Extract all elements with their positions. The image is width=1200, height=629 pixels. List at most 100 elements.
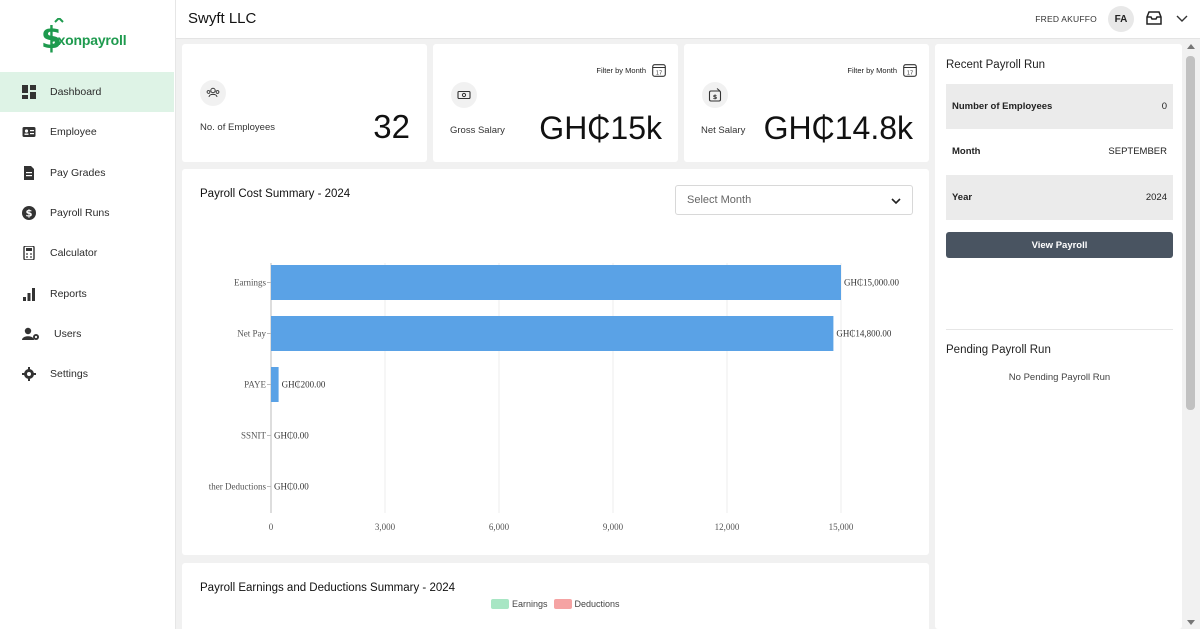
earnings-deductions-summary-card: Payroll Earnings and Deductions Summary …: [182, 563, 929, 629]
earnings-deductions-title: Payroll Earnings and Deductions Summary …: [200, 582, 456, 594]
brand-name: axonpayroll: [50, 32, 127, 48]
bar: [271, 316, 834, 351]
money-icon: [451, 82, 477, 108]
company-name: Swyft LLC: [188, 10, 257, 27]
gross-salary-value: GH₵15k: [539, 110, 662, 146]
right-panel: Recent Payroll Run Number of Employees 0…: [935, 44, 1182, 629]
select-month-placeholder: Select Month: [687, 194, 752, 206]
calendar-icon: 17: [903, 64, 917, 77]
employees-label: No. of Employees: [200, 122, 275, 133]
payroll-cost-summary-card: Payroll Cost Summary - 2024 Select Month…: [182, 169, 929, 555]
sidebar-item-reports[interactable]: Reports: [0, 273, 174, 313]
net-filter-by-month[interactable]: Filter by Month 17: [847, 63, 917, 77]
legend-swatch-earnings: [491, 599, 509, 609]
data-label: GH₵0.00: [274, 482, 309, 492]
top-header: Swyft LLC FRED AKUFFO FA: [176, 0, 1200, 39]
y-tick-label: PAYE: [244, 380, 266, 390]
sidebar-item-pay-grades[interactable]: Pay Grades: [0, 153, 174, 193]
x-tick-label: 12,000: [715, 522, 740, 532]
dashboard-icon: [22, 85, 36, 100]
filter-label: Filter by Month: [596, 65, 646, 75]
id-card-icon: [22, 125, 36, 139]
net-salary-label: Net Salary: [701, 125, 746, 136]
x-tick-label: 6,000: [489, 522, 510, 532]
recent-payroll-run-title: Recent Payroll Run: [946, 59, 1046, 71]
gross-filter-by-month[interactable]: Filter by Month 17: [596, 63, 666, 77]
sidebar-item-calculator[interactable]: Calculator: [0, 233, 174, 273]
legend-item-deductions[interactable]: Deductions: [553, 599, 620, 609]
legend-label-earnings: Earnings: [512, 599, 548, 609]
chevron-down-icon[interactable]: [1176, 12, 1188, 24]
sidebar-item-label: Users: [54, 327, 82, 340]
gross-salary-card: Filter by Month 17 Gross Salary GH₵15k: [433, 44, 678, 162]
svg-text:$: $: [41, 21, 62, 56]
scroll-up-arrow-icon[interactable]: [1187, 44, 1195, 49]
chart-title: Payroll Cost Summary - 2024: [200, 188, 351, 200]
avatar[interactable]: FA: [1108, 6, 1134, 32]
svg-text:$: $: [26, 209, 33, 220]
bar: [271, 265, 841, 300]
legend-item-earnings[interactable]: Earnings: [491, 599, 548, 609]
payroll-cost-bar-chart: 0 3,000 6,000 9,000 12,000 15,000 Earnings GH₵1…: [209, 263, 900, 532]
pending-empty-message: No Pending Payroll Run: [1008, 372, 1111, 383]
employees-card: No. of Employees 32: [182, 44, 427, 162]
net-salary-value: GH₵14.8k: [763, 110, 913, 146]
recent-run-row-month: Month SEPTEMBER: [946, 129, 1173, 174]
employees-value: 32: [373, 108, 410, 145]
bar: [271, 367, 279, 402]
inbox-icon[interactable]: [1146, 11, 1162, 25]
view-payroll-button[interactable]: View Payroll: [946, 232, 1173, 258]
pending-payroll-run-title: Pending Payroll Run: [946, 344, 1051, 356]
user-name: FRED AKUFFO: [1035, 14, 1097, 24]
sidebar-item-label: Dashboard: [50, 86, 102, 99]
row-key: Year: [952, 192, 973, 203]
scroll-down-arrow-icon[interactable]: [1187, 620, 1195, 625]
data-label: GH₵200.00: [282, 380, 326, 390]
x-tick-label: 0: [269, 522, 274, 532]
legend-swatch-deductions: [553, 599, 572, 609]
y-tick-label: Net Pay: [237, 329, 266, 339]
svg-text:17: 17: [656, 70, 662, 76]
recent-run-row-year: Year 2024: [946, 175, 1173, 220]
sidebar-item-employee[interactable]: Employee: [0, 112, 174, 152]
dollar-icon: $: [22, 206, 36, 221]
net-salary-card: Filter by Month 17 $ Net Salary GH₵14.8k: [684, 44, 929, 162]
wallet-icon: $: [702, 82, 728, 108]
sidebar-item-dashboard[interactable]: Dashboard: [0, 72, 174, 113]
row-value: 2024: [1145, 192, 1167, 203]
sidebar-item-label: Payroll Runs: [50, 207, 110, 220]
data-label: GH₵15,000.00: [844, 278, 900, 288]
sidebar-item-label: Settings: [50, 368, 88, 381]
sidebar-item-label: Reports: [50, 287, 87, 300]
users-icon: [200, 80, 226, 106]
gear-icon: [22, 367, 36, 382]
row-value: SEPTEMBER: [1108, 146, 1167, 157]
sidebar: $ axonpayroll Dashboard Employee Pay Gra…: [0, 0, 176, 629]
svg-text:17: 17: [907, 70, 913, 76]
gross-salary-label: Gross Salary: [450, 125, 505, 136]
calculator-icon: [22, 246, 36, 261]
bar-chart-icon: [22, 287, 36, 301]
page-scrollbar[interactable]: [1183, 40, 1200, 629]
sidebar-item-label: Pay Grades: [50, 166, 106, 179]
divider: [946, 329, 1173, 330]
data-label: GH₵0.00: [274, 431, 309, 441]
users-gear-icon: [22, 327, 40, 341]
document-icon: [22, 165, 36, 180]
svg-text:$: $: [713, 93, 718, 101]
scroll-thumb[interactable]: [1186, 56, 1195, 410]
chart-legend: Earnings Deductions: [491, 599, 626, 609]
x-tick-label: 15,000: [829, 522, 854, 532]
brand-logo[interactable]: $ axonpayroll: [38, 18, 138, 60]
sidebar-nav: Dashboard Employee Pay Grades $ Payroll …: [0, 72, 174, 394]
x-tick-label: 3,000: [375, 522, 396, 532]
row-value: 0: [1161, 101, 1167, 112]
data-label: GH₵14,800.00: [836, 329, 892, 339]
select-month-dropdown[interactable]: Select Month: [675, 185, 913, 215]
sidebar-item-users[interactable]: Users: [0, 314, 174, 354]
chevron-down-icon: [891, 198, 901, 205]
sidebar-item-payroll-runs[interactable]: $ Payroll Runs: [0, 193, 174, 233]
sidebar-item-settings[interactable]: Settings: [0, 354, 174, 394]
row-key: Month: [952, 146, 981, 157]
legend-label-deductions: Deductions: [574, 599, 620, 609]
